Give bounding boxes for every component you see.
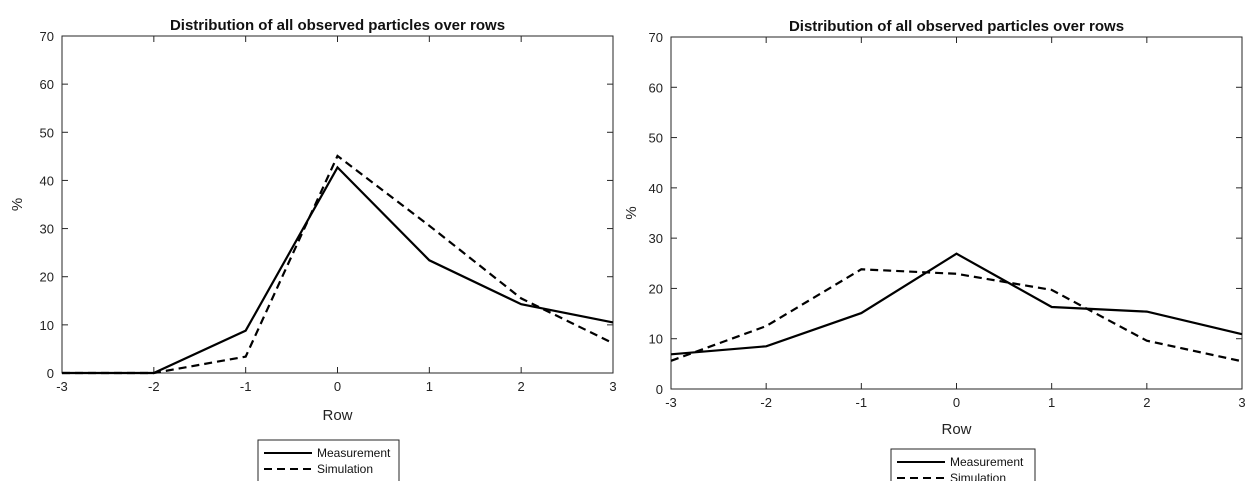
y-tick-label: 10 (40, 318, 54, 333)
x-axis-label: Row (322, 407, 352, 424)
y-tick-label: 30 (40, 222, 54, 237)
y-tick-label: 20 (649, 281, 663, 296)
x-tick-label: 0 (334, 379, 341, 394)
y-tick-label: 50 (40, 125, 54, 140)
x-tick-label: 0 (953, 395, 960, 410)
x-tick-label: -2 (760, 395, 772, 410)
x-tick-label: 3 (609, 379, 616, 394)
y-tick-label: 40 (649, 181, 663, 196)
x-tick-label: -3 (56, 379, 68, 394)
y-axis-label: % (623, 206, 640, 219)
y-tick-label: 60 (40, 77, 54, 92)
x-tick-label: 1 (1048, 395, 1055, 410)
chart-title: Distribution of all observed particles o… (170, 17, 505, 34)
series-line-measurement (670, 252, 1243, 356)
y-tick-label: 0 (47, 366, 54, 381)
series-line-simulation (670, 268, 1243, 363)
y-tick-label: 30 (649, 231, 663, 246)
x-axis-label: Row (941, 421, 971, 438)
y-tick-label: 60 (649, 80, 663, 95)
plot-frame (61, 35, 614, 374)
y-tick-label: 50 (649, 131, 663, 146)
x-tick-label: 2 (1143, 395, 1150, 410)
x-tick-label: -1 (856, 395, 868, 410)
x-tick-label: -3 (665, 395, 677, 410)
chart-title: Distribution of all observed particles o… (789, 18, 1124, 35)
y-tick-label: 70 (40, 29, 54, 44)
x-tick-label: 2 (518, 379, 525, 394)
x-tick-label: 3 (1238, 395, 1245, 410)
y-tick-label: 40 (40, 173, 54, 188)
y-axis-label: % (9, 198, 26, 211)
x-tick-label: -2 (148, 379, 160, 394)
y-tick-label: 10 (649, 332, 663, 347)
legend-box (890, 448, 1036, 481)
y-tick-label: 70 (649, 30, 663, 45)
legend-label-measurement: Measurement (950, 455, 1024, 469)
series-line-measurement (62, 165, 614, 375)
x-tick-label: 1 (426, 379, 433, 394)
series-line-simulation (62, 154, 614, 375)
y-tick-label: 20 (40, 270, 54, 285)
legend-label-simulation: Simulation (317, 462, 373, 476)
legend-label-simulation: Simulation (950, 471, 1006, 481)
y-tick-label: 0 (656, 382, 663, 397)
plot-frame (670, 36, 1243, 390)
legend-box (257, 439, 400, 481)
x-tick-label: -1 (240, 379, 252, 394)
legend-label-measurement: Measurement (317, 446, 391, 460)
